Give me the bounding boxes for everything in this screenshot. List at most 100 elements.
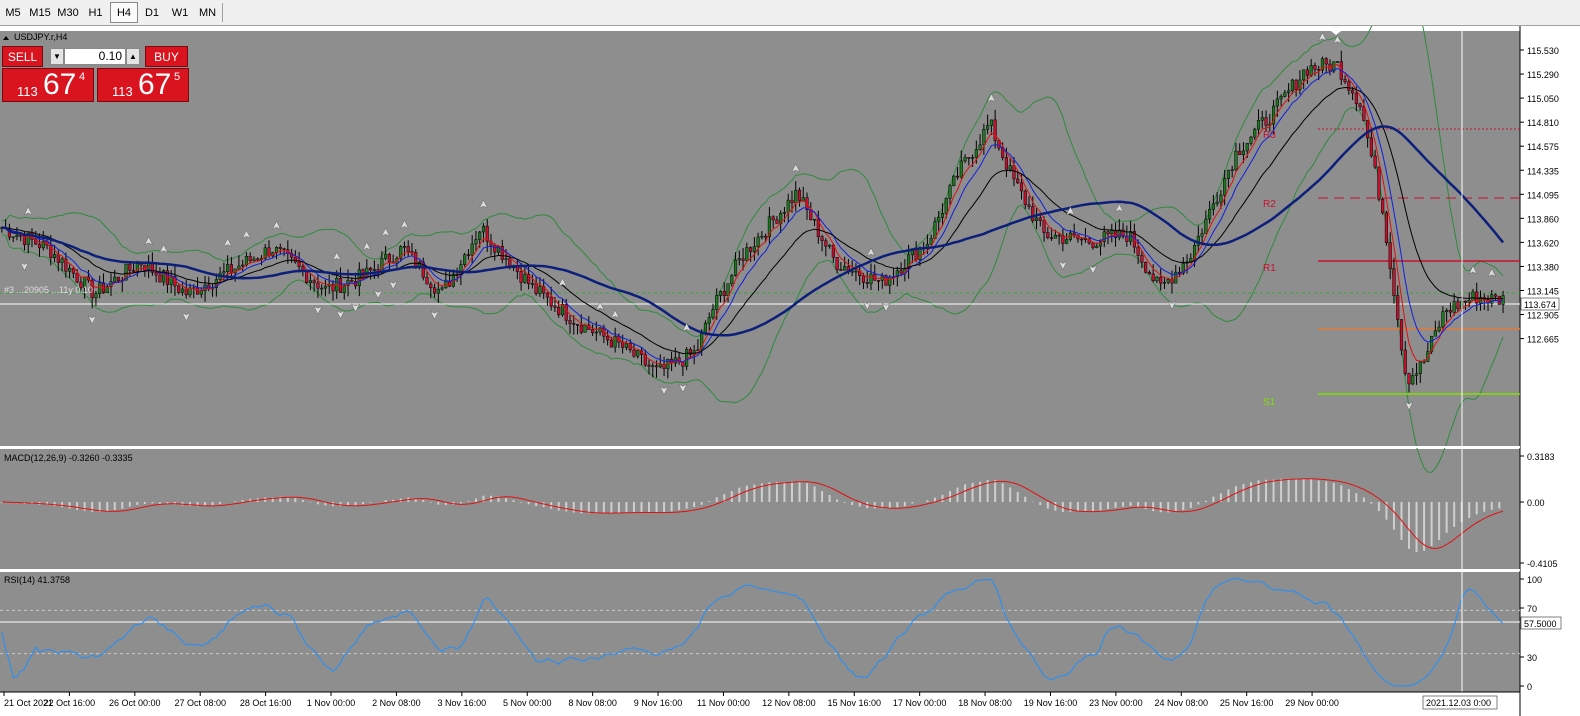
fractal-down-arrow <box>1058 260 1068 271</box>
candle <box>342 285 346 293</box>
candle <box>549 296 553 307</box>
fractal-down-arrow <box>881 302 891 312</box>
fractal-down-arrow <box>19 261 30 272</box>
candle <box>1384 212 1389 243</box>
timeframe-button-m30[interactable]: M30 <box>57 7 79 19</box>
candle <box>636 350 640 357</box>
timeframe-button-h1[interactable]: H1 <box>88 7 103 19</box>
fractal-up-arrow <box>1468 265 1478 275</box>
macd-histogram-bar <box>1039 502 1042 506</box>
candle <box>1226 170 1230 179</box>
macd-histogram-bar <box>1392 502 1395 530</box>
candle <box>485 225 489 242</box>
macd-histogram-bar <box>813 486 816 502</box>
macd-histogram-bar <box>1167 502 1170 513</box>
r3-label: R3 <box>1263 130 1276 141</box>
candle <box>989 119 993 126</box>
macd-histogram-bar <box>783 481 786 502</box>
timeframe-button-w1[interactable]: W1 <box>171 7 189 19</box>
candle <box>1211 203 1215 210</box>
macd-histogram-bar <box>903 502 906 507</box>
timeframe-button-mn[interactable]: MN <box>198 7 217 19</box>
candle <box>1057 234 1061 237</box>
chart-area[interactable]: R3 R2 R1 S1 #3 ...20905 ...11y 0.10 USDJPY.r,… <box>0 26 1580 716</box>
macd-histogram-bar <box>166 502 169 505</box>
macd-signal-line <box>1 478 1504 550</box>
candle <box>124 263 128 281</box>
candle <box>700 333 704 351</box>
candle <box>1392 268 1396 296</box>
time-axis-label: 11 Nov 00:00 <box>697 698 750 708</box>
candle <box>1042 220 1046 233</box>
macd-histogram-bar <box>1280 478 1283 502</box>
lot-increase-button[interactable]: ▲ <box>126 48 140 65</box>
candle <box>1004 157 1009 170</box>
candle <box>538 286 542 294</box>
candle <box>369 267 373 271</box>
candle <box>75 272 79 283</box>
macd-histogram-bar <box>61 502 64 508</box>
candle <box>154 272 158 276</box>
macd-histogram-bar <box>926 500 929 502</box>
candle <box>692 350 696 355</box>
candle <box>1140 255 1144 263</box>
lot-decrease-button[interactable]: ▼ <box>50 48 64 65</box>
bid-price-box[interactable]: 113 67 4 <box>2 68 94 102</box>
chart-svg[interactable]: R3 R2 R1 S1 #3 ...20905 ...11y 0.10 USDJPY.r,… <box>0 26 1580 716</box>
candle <box>131 270 136 272</box>
macd-histogram-bar <box>700 502 703 505</box>
time-axis-label: 21 Oct 2021 <box>4 698 53 708</box>
bollinger-lower-line <box>1 106 1504 473</box>
fractal-up-arrow <box>23 206 33 216</box>
candle <box>1369 137 1373 157</box>
chart-shift-marker-icon[interactable] <box>1331 31 1341 35</box>
candle <box>1065 239 1069 244</box>
macd-histogram-bar <box>1024 496 1027 502</box>
fractal-up-arrow <box>610 309 620 319</box>
macd-histogram-bar <box>821 491 824 502</box>
timeframe-button-m15[interactable]: M15 <box>29 7 51 19</box>
candle <box>794 189 798 204</box>
candle <box>696 349 700 352</box>
candle <box>474 239 478 245</box>
candle <box>1023 190 1027 206</box>
timeframe-button-h4[interactable]: H4 <box>110 2 138 23</box>
macd-histogram-bar <box>828 494 831 502</box>
macd-histogram-bar <box>1182 502 1185 511</box>
macd-histogram-bar <box>46 502 49 505</box>
sell-button[interactable]: SELL <box>2 46 43 67</box>
timeframe-button-d1[interactable]: D1 <box>144 7 160 19</box>
candle <box>440 287 444 290</box>
macd-histogram-bar <box>1204 500 1207 502</box>
price-axis-label: 113.145 <box>1527 287 1559 297</box>
candle <box>929 238 933 245</box>
candle <box>771 216 775 221</box>
candle <box>609 339 613 348</box>
candle <box>1493 294 1498 297</box>
candle <box>372 269 376 271</box>
timeframe-button-m5[interactable]: M5 <box>5 7 21 19</box>
crosshair-time-tag <box>1422 695 1498 710</box>
macd-histogram-bar <box>640 502 643 513</box>
candle <box>839 269 843 271</box>
candle <box>49 244 53 259</box>
candle <box>1050 237 1054 239</box>
ask-price-box[interactable]: 113 67 5 <box>97 68 189 102</box>
macd-histogram-bar <box>143 502 146 504</box>
macd-histogram-bar <box>1076 502 1079 512</box>
macd-histogram-bar <box>1475 502 1478 515</box>
buy-button[interactable]: BUY <box>145 46 188 67</box>
candle <box>1467 300 1471 303</box>
macd-histogram-bar <box>497 496 500 502</box>
candle <box>828 244 832 247</box>
candle <box>188 287 192 296</box>
rsi-axis-label: 100 <box>1527 575 1542 585</box>
chart-collapse-icon[interactable] <box>3 36 9 40</box>
lot-size-input[interactable]: 0.10 <box>64 48 126 65</box>
macd-histogram-bar <box>949 490 951 502</box>
macd-histogram-bar <box>1227 489 1230 502</box>
candle <box>579 324 583 333</box>
candle <box>15 234 19 237</box>
macd-histogram-bar <box>730 491 733 502</box>
candle <box>1362 106 1366 121</box>
